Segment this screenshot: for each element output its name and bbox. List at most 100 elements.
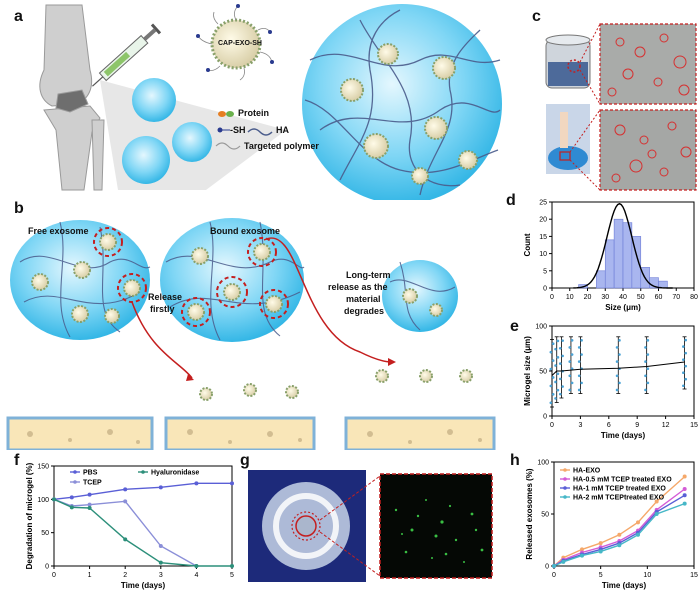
- data-point: [158, 560, 163, 565]
- syringe-icon: [92, 23, 162, 87]
- bound-exosome-label: Bound exosome: [210, 226, 281, 236]
- y-tick-label: 100: [537, 460, 549, 467]
- data-point: [636, 520, 640, 525]
- panel-label-h: h: [510, 452, 520, 469]
- data-point: [558, 346, 562, 350]
- panel-label-e: e: [510, 318, 519, 335]
- data-point: [684, 338, 688, 342]
- data-point: [682, 487, 687, 492]
- series-line: [53, 498, 197, 567]
- x-tick-label: 60: [655, 294, 663, 301]
- data-point: [561, 354, 564, 358]
- data-point: [618, 381, 621, 385]
- data-point: [551, 342, 555, 346]
- data-point: [577, 388, 581, 392]
- long-term-line3: material: [346, 294, 381, 304]
- x-axis-label: Time (days): [602, 581, 647, 590]
- panel-g-images: [248, 470, 493, 582]
- bound-exosome-gel: [160, 218, 304, 342]
- data-point: [580, 339, 583, 342]
- small-microgel: [172, 122, 212, 162]
- data-point: [570, 367, 574, 370]
- x-tick-label: 15: [690, 572, 698, 579]
- x-tick-label: 9: [635, 422, 639, 429]
- knee-bones: [39, 4, 105, 191]
- y-tick-label: 50: [41, 530, 49, 537]
- data-point: [636, 532, 640, 537]
- data-point: [549, 350, 553, 354]
- x-tick-label: 0: [550, 294, 554, 301]
- x-axis-label: Time (days): [121, 581, 166, 590]
- legend-protein: Protein: [238, 108, 270, 118]
- degraded-gel: [382, 260, 458, 332]
- data-point: [568, 374, 572, 378]
- y-tick-label: 100: [535, 324, 547, 331]
- x-tick-label: 4: [194, 572, 198, 579]
- x-tick-label: 0: [550, 422, 554, 429]
- series-line: [53, 482, 232, 500]
- x-tick-label: 2: [123, 572, 127, 579]
- data-point: [684, 364, 688, 368]
- x-tick-label: 10: [566, 294, 574, 301]
- data-point: [682, 384, 685, 388]
- legend-label: HA-0.5 mM TCEP treated EXO: [573, 477, 672, 484]
- axes-frame: [53, 465, 233, 567]
- exosomes-in-gel: [340, 43, 478, 185]
- legend-sh: -SH: [230, 125, 246, 135]
- y-axis-label: Count: [523, 233, 532, 256]
- data-point: [570, 381, 574, 385]
- release-firstly-line1: Release: [148, 292, 183, 302]
- panel-label-c: c: [532, 8, 541, 25]
- x-tick-label: 80: [690, 294, 698, 301]
- data-point: [618, 353, 621, 356]
- series-line: [553, 502, 685, 567]
- data-point: [551, 376, 555, 379]
- panel-label-b: b: [14, 200, 24, 217]
- data-point: [568, 360, 572, 363]
- data-point: [69, 495, 74, 500]
- y-tick-label: 0: [545, 564, 549, 571]
- x-tick-label: 15: [690, 422, 698, 429]
- legend-ha-icon: [247, 128, 273, 136]
- data-point: [87, 502, 92, 507]
- data-point: [52, 497, 56, 502]
- data-point: [682, 493, 687, 498]
- cap-exo-sh-icon: [196, 4, 274, 81]
- histogram-bar: [613, 218, 624, 289]
- mean-line: [551, 361, 685, 376]
- data-point: [684, 377, 688, 381]
- x-tick-label: 5: [599, 572, 603, 579]
- y-axis-label: Degradation of microgel (%): [25, 462, 34, 569]
- x-tick-label: 50: [637, 294, 645, 301]
- long-term-arrow: [263, 237, 393, 363]
- tissue-blocks: [6, 416, 496, 450]
- x-tick-label: 0: [552, 572, 556, 579]
- histogram-bar: [604, 239, 615, 289]
- y-tick-label: 50: [539, 369, 547, 376]
- released-exosomes: [199, 369, 473, 401]
- data-point: [158, 485, 163, 490]
- data-point: [568, 346, 572, 349]
- exo-label: CAP-EXO-SH: [218, 40, 262, 47]
- microgel-size-chart: 0 3 6 9 12 15 0 50 100 Time (days) Microgel size (…: [523, 324, 698, 441]
- series-line: [553, 494, 686, 567]
- data-point: [682, 371, 685, 374]
- panel-c-images: [545, 23, 697, 191]
- x-tick-label: 3: [578, 422, 582, 429]
- data-point: [646, 367, 650, 370]
- y-tick-label: 100: [37, 497, 49, 504]
- legend-label: PBS: [83, 470, 98, 477]
- x-axis-label: Size (μm): [605, 303, 641, 312]
- data-point: [618, 339, 621, 342]
- x-tick-label: 6: [607, 422, 611, 429]
- x-tick-label: 10: [643, 572, 651, 579]
- x-tick-label: 0: [52, 572, 56, 579]
- y-tick-label: 0: [543, 414, 547, 421]
- data-point: [580, 553, 584, 558]
- legend-polymer: Targeted polymer: [244, 141, 319, 151]
- data-point: [644, 346, 647, 349]
- panel-b-illustration: [6, 218, 496, 450]
- y-tick-label: 50: [541, 512, 549, 519]
- data-point: [558, 377, 562, 381]
